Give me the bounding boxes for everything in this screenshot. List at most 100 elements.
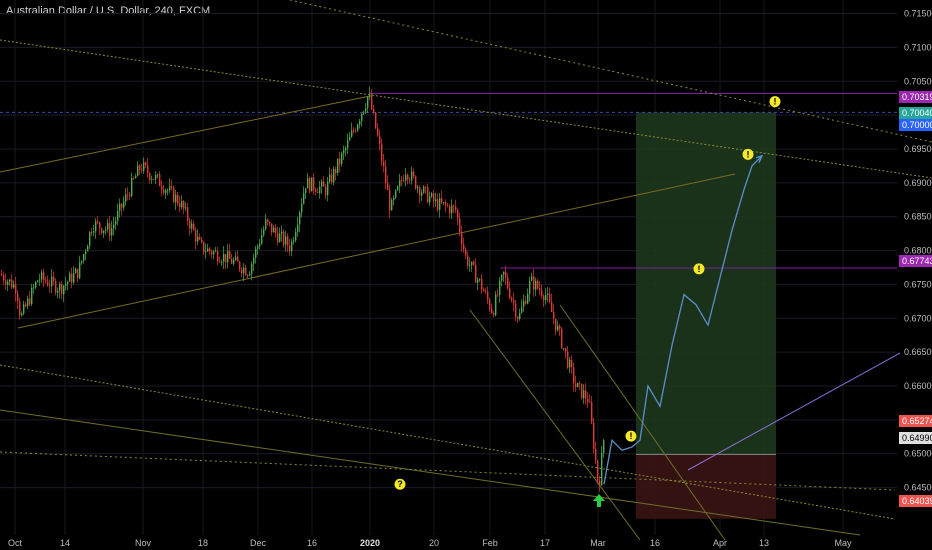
candle bbox=[419, 187, 421, 196]
candle bbox=[255, 248, 257, 258]
price-tag-label: 0.70319 bbox=[902, 92, 932, 102]
channel-line bbox=[17, 173, 736, 329]
candle bbox=[545, 294, 547, 300]
price-tag-label: 0.67743 bbox=[902, 256, 932, 266]
candle bbox=[403, 180, 405, 182]
candle bbox=[203, 241, 205, 253]
candle bbox=[383, 161, 385, 167]
candle bbox=[155, 175, 157, 180]
candle bbox=[273, 227, 275, 233]
candle bbox=[259, 243, 261, 247]
candle bbox=[291, 241, 293, 252]
candle bbox=[23, 304, 25, 314]
candle bbox=[349, 136, 351, 141]
candle bbox=[3, 275, 5, 281]
candle bbox=[537, 280, 539, 288]
candle bbox=[55, 280, 57, 293]
marker-label: ? bbox=[397, 479, 403, 489]
candle bbox=[315, 189, 317, 192]
candle bbox=[9, 279, 11, 282]
candle bbox=[435, 199, 437, 202]
candle bbox=[153, 178, 155, 180]
candle bbox=[395, 190, 397, 198]
candle bbox=[249, 273, 251, 276]
x-tick-label: Dec bbox=[250, 538, 267, 548]
candle bbox=[405, 174, 407, 181]
candle bbox=[393, 197, 395, 201]
candle bbox=[223, 253, 225, 262]
candle bbox=[369, 94, 371, 98]
candle bbox=[173, 187, 175, 203]
candle bbox=[409, 179, 411, 181]
candle bbox=[309, 178, 311, 192]
candle bbox=[191, 223, 193, 229]
marker-label: ! bbox=[630, 431, 633, 441]
candle bbox=[41, 272, 43, 280]
candle bbox=[469, 265, 471, 266]
candle bbox=[167, 190, 169, 191]
candle bbox=[89, 231, 91, 246]
candle bbox=[121, 203, 123, 208]
candle bbox=[281, 231, 283, 234]
candle bbox=[333, 168, 335, 183]
candle bbox=[311, 177, 313, 192]
candle bbox=[337, 158, 339, 174]
candle bbox=[285, 236, 287, 245]
candle bbox=[451, 205, 453, 214]
candle bbox=[529, 280, 531, 294]
candle bbox=[475, 264, 477, 283]
candle bbox=[507, 277, 509, 289]
candle bbox=[139, 165, 141, 170]
candle bbox=[247, 275, 249, 277]
candle bbox=[501, 274, 503, 281]
price-tag bbox=[899, 107, 932, 119]
marker-label: ! bbox=[774, 97, 777, 107]
candle bbox=[37, 280, 39, 283]
candle bbox=[115, 220, 117, 225]
candle bbox=[371, 94, 373, 110]
candle bbox=[215, 250, 217, 252]
candle bbox=[401, 180, 403, 182]
candle bbox=[275, 227, 277, 234]
candle bbox=[65, 283, 67, 286]
candle bbox=[341, 153, 343, 164]
candle bbox=[429, 196, 431, 203]
candle bbox=[399, 180, 401, 187]
candle bbox=[563, 347, 565, 349]
candle bbox=[597, 460, 599, 481]
candle bbox=[411, 171, 413, 181]
marker-label: ! bbox=[747, 149, 750, 159]
candle bbox=[599, 480, 601, 486]
candle bbox=[511, 297, 513, 300]
candle bbox=[77, 268, 79, 279]
candle bbox=[307, 178, 309, 189]
candle bbox=[531, 276, 533, 281]
candle bbox=[549, 293, 551, 302]
candle bbox=[51, 276, 53, 287]
candle bbox=[257, 246, 259, 249]
candle bbox=[43, 272, 45, 281]
candle bbox=[91, 231, 93, 233]
candle bbox=[377, 128, 379, 136]
candle bbox=[345, 148, 347, 151]
alert-marker-icon bbox=[742, 148, 754, 160]
profit-zone bbox=[636, 112, 776, 455]
candle bbox=[381, 143, 383, 162]
candle bbox=[303, 192, 305, 204]
candle bbox=[183, 201, 185, 209]
candle bbox=[227, 251, 229, 263]
candle bbox=[179, 203, 181, 208]
candle bbox=[389, 189, 391, 211]
candle bbox=[99, 222, 101, 229]
y-tick-label: 0.64500 bbox=[904, 483, 932, 493]
candle bbox=[571, 359, 573, 368]
candle bbox=[593, 422, 595, 449]
candle bbox=[325, 186, 327, 196]
candle bbox=[231, 258, 233, 264]
candle bbox=[81, 260, 83, 263]
candle bbox=[541, 290, 543, 297]
candle bbox=[269, 221, 271, 224]
candle bbox=[517, 316, 519, 320]
